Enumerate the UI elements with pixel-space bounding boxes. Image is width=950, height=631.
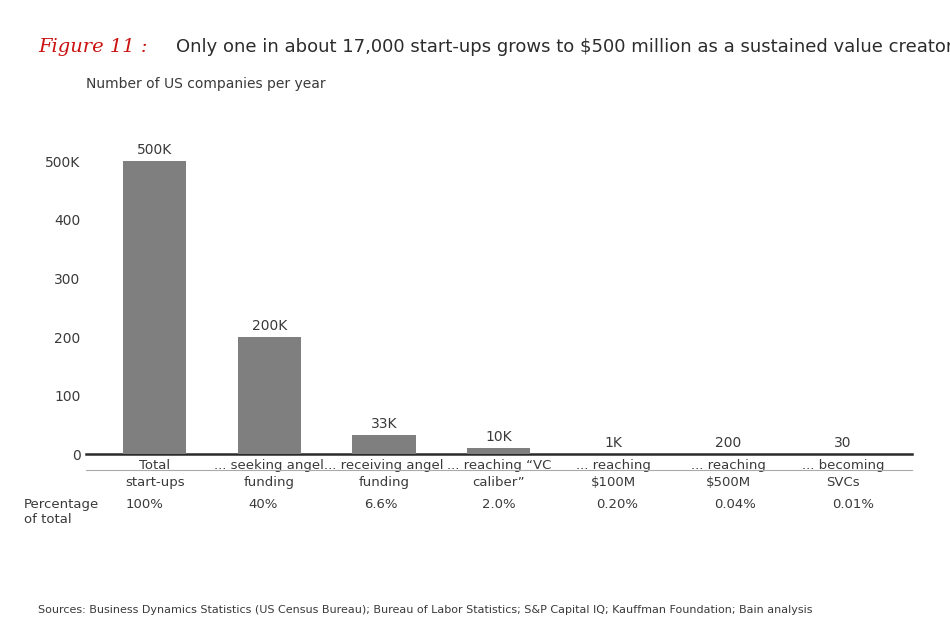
Text: 30: 30 [834, 436, 851, 450]
Text: 100%: 100% [125, 498, 163, 512]
Bar [352, 435, 415, 454]
Text: 33K: 33K [370, 417, 397, 431]
Text: 2.0%: 2.0% [482, 498, 516, 512]
Bar [238, 337, 301, 454]
Text: 200: 200 [715, 436, 741, 450]
Text: 1K: 1K [604, 435, 622, 450]
Text: 40%: 40% [248, 498, 277, 512]
Text: 0.20%: 0.20% [596, 498, 637, 512]
Text: Sources: Business Dynamics Statistics (US Census Bureau); Bureau of Labor Statis: Sources: Business Dynamics Statistics (U… [38, 605, 812, 615]
Bar [124, 162, 186, 454]
Bar [467, 449, 530, 454]
Text: Only one in about 17,000 start-ups grows to $500 million as a sustained value cr: Only one in about 17,000 start-ups grows… [176, 38, 950, 56]
Text: 0.01%: 0.01% [832, 498, 874, 512]
Text: 0.04%: 0.04% [714, 498, 756, 512]
Text: 10K: 10K [485, 430, 512, 444]
Text: Figure 11 :: Figure 11 : [38, 38, 147, 56]
Text: 200K: 200K [252, 319, 287, 333]
Text: 500K: 500K [137, 143, 172, 157]
Text: 6.6%: 6.6% [364, 498, 397, 512]
Text: Percentage
of total: Percentage of total [24, 498, 99, 526]
Text: Number of US companies per year: Number of US companies per year [86, 78, 325, 91]
